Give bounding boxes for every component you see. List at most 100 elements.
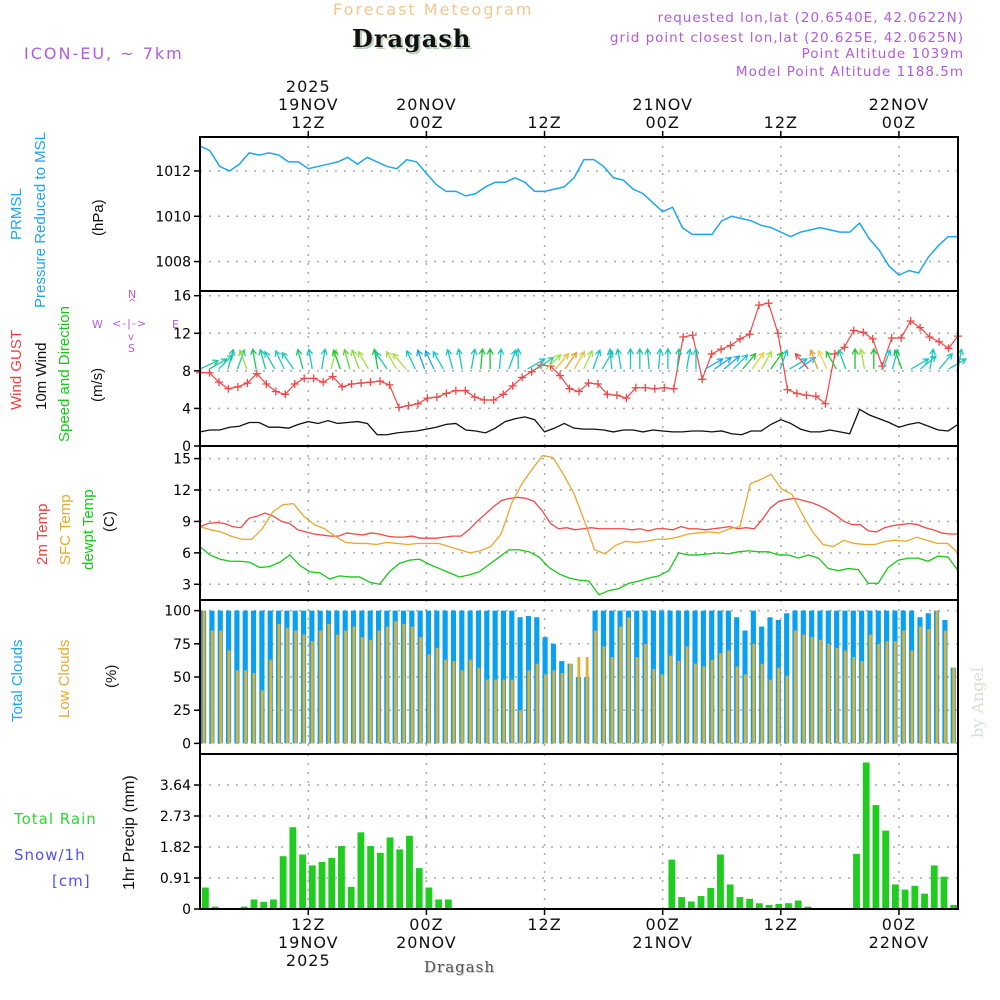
gust-marker [499, 390, 508, 399]
low-cloud-bar [702, 666, 706, 744]
wind-arrow [789, 358, 809, 370]
low-cloud-bar [260, 690, 264, 744]
wind-arrow [794, 352, 809, 370]
location-title: Dragash [352, 24, 472, 53]
gust-marker [508, 381, 517, 390]
x-tick-label-bottom: 00Z [409, 915, 443, 934]
wind-arrow [320, 347, 328, 370]
frame-layer [199, 136, 959, 910]
wind-arrow [416, 348, 426, 370]
panel-frame-pressure [199, 136, 959, 292]
point-altitude: Point Altitude 1039m [801, 46, 964, 62]
y-tick-label: 75 [173, 637, 191, 653]
precip-bar [435, 899, 443, 909]
y-tick-label: 0 [182, 902, 191, 918]
low-cloud-bar [602, 646, 606, 744]
low-cloud-bar [752, 643, 756, 744]
precip-bar [950, 904, 958, 909]
wind-arrow [893, 348, 903, 370]
low-cloud-bar [444, 659, 447, 744]
gust-marker [442, 389, 451, 398]
low-cloud-bar [785, 675, 789, 744]
wind-arrow [882, 348, 892, 370]
gust-marker [385, 380, 394, 389]
wind-arrow [545, 353, 562, 370]
precip-bar [707, 887, 715, 909]
gust-marker [669, 384, 678, 393]
gust-marker [811, 392, 820, 401]
wind-arrow [644, 347, 652, 370]
gust-marker [404, 401, 413, 410]
low-cloud-bar [419, 637, 422, 744]
low-cloud-bar [285, 627, 289, 744]
gust-marker [736, 334, 745, 343]
gust-marker [698, 375, 707, 384]
gust-marker [290, 380, 299, 388]
low-cloud-bar [669, 655, 672, 744]
precip-bar [328, 857, 336, 909]
low-cloud-bar [294, 630, 298, 744]
precip-bar [347, 886, 355, 909]
wind-arrow [938, 352, 954, 370]
precip-bar [308, 865, 316, 909]
precip-bar [930, 865, 938, 909]
pressure-line [199, 145, 958, 277]
low-cloud-bar [685, 646, 689, 744]
gust-marker [328, 372, 337, 381]
y-tick-label: 12 [173, 326, 191, 342]
gust-marker [480, 395, 489, 404]
wind-arrow [374, 351, 388, 370]
wind-arrow [456, 347, 463, 370]
low-cloud-bar [818, 639, 822, 744]
precip-bar [678, 897, 685, 909]
wind-arrow [281, 351, 295, 370]
low-cloud-bar [352, 626, 356, 744]
wind-arrow [250, 347, 257, 370]
gust-marker [773, 329, 782, 338]
low-cloud-bar [485, 679, 489, 744]
gust-marker [868, 334, 877, 343]
wind-arrow [470, 347, 478, 370]
low-cloud-bar [652, 669, 656, 744]
low-cloud-bar [943, 630, 947, 744]
low-cloud-bar [619, 626, 622, 744]
wind-arrow [714, 356, 733, 370]
panel-frame-temperature [199, 445, 959, 601]
wind-arrow [809, 348, 819, 370]
precip-bar [415, 868, 423, 909]
low-cloud-bar [885, 641, 889, 744]
precip-bar [755, 903, 763, 909]
precip-bar [891, 884, 899, 909]
y-tick-label: 12 [173, 483, 191, 499]
low-cloud-bar [227, 650, 231, 744]
gust-marker [489, 395, 498, 404]
precip-bar [921, 893, 928, 909]
precip-bar [367, 845, 375, 909]
precip-bar [318, 861, 326, 909]
grid-point-coords: grid point closest lon,lat (20.625E, 42.… [609, 30, 964, 46]
gust-marker [707, 349, 716, 358]
gust-marker [650, 384, 659, 393]
low-cloud-bar [627, 617, 631, 744]
gust-marker [944, 344, 953, 353]
low-cloud-bar [394, 621, 397, 744]
precip-bar [775, 903, 783, 909]
wind-arrow [770, 351, 784, 370]
low-cloud-bar [852, 657, 856, 744]
gust-marker [537, 361, 546, 370]
compass-east: E [172, 318, 179, 331]
x-tick-label-bottom: 12Z [527, 915, 561, 934]
gust-marker [840, 343, 849, 352]
wind-arrow [705, 358, 724, 370]
wind-arrow [870, 347, 878, 369]
x-tick-label-bottom: 12Z [764, 915, 798, 934]
wind-arrow [627, 347, 634, 369]
gust-marker [622, 394, 631, 403]
gust-marker [338, 382, 347, 391]
gust-marker [300, 374, 309, 383]
low-cloud-bar [718, 653, 722, 744]
precip-bar [785, 903, 792, 909]
low-cloud-bar [727, 650, 731, 744]
precip-bar [338, 845, 345, 909]
low-cloud-bar [410, 626, 414, 744]
